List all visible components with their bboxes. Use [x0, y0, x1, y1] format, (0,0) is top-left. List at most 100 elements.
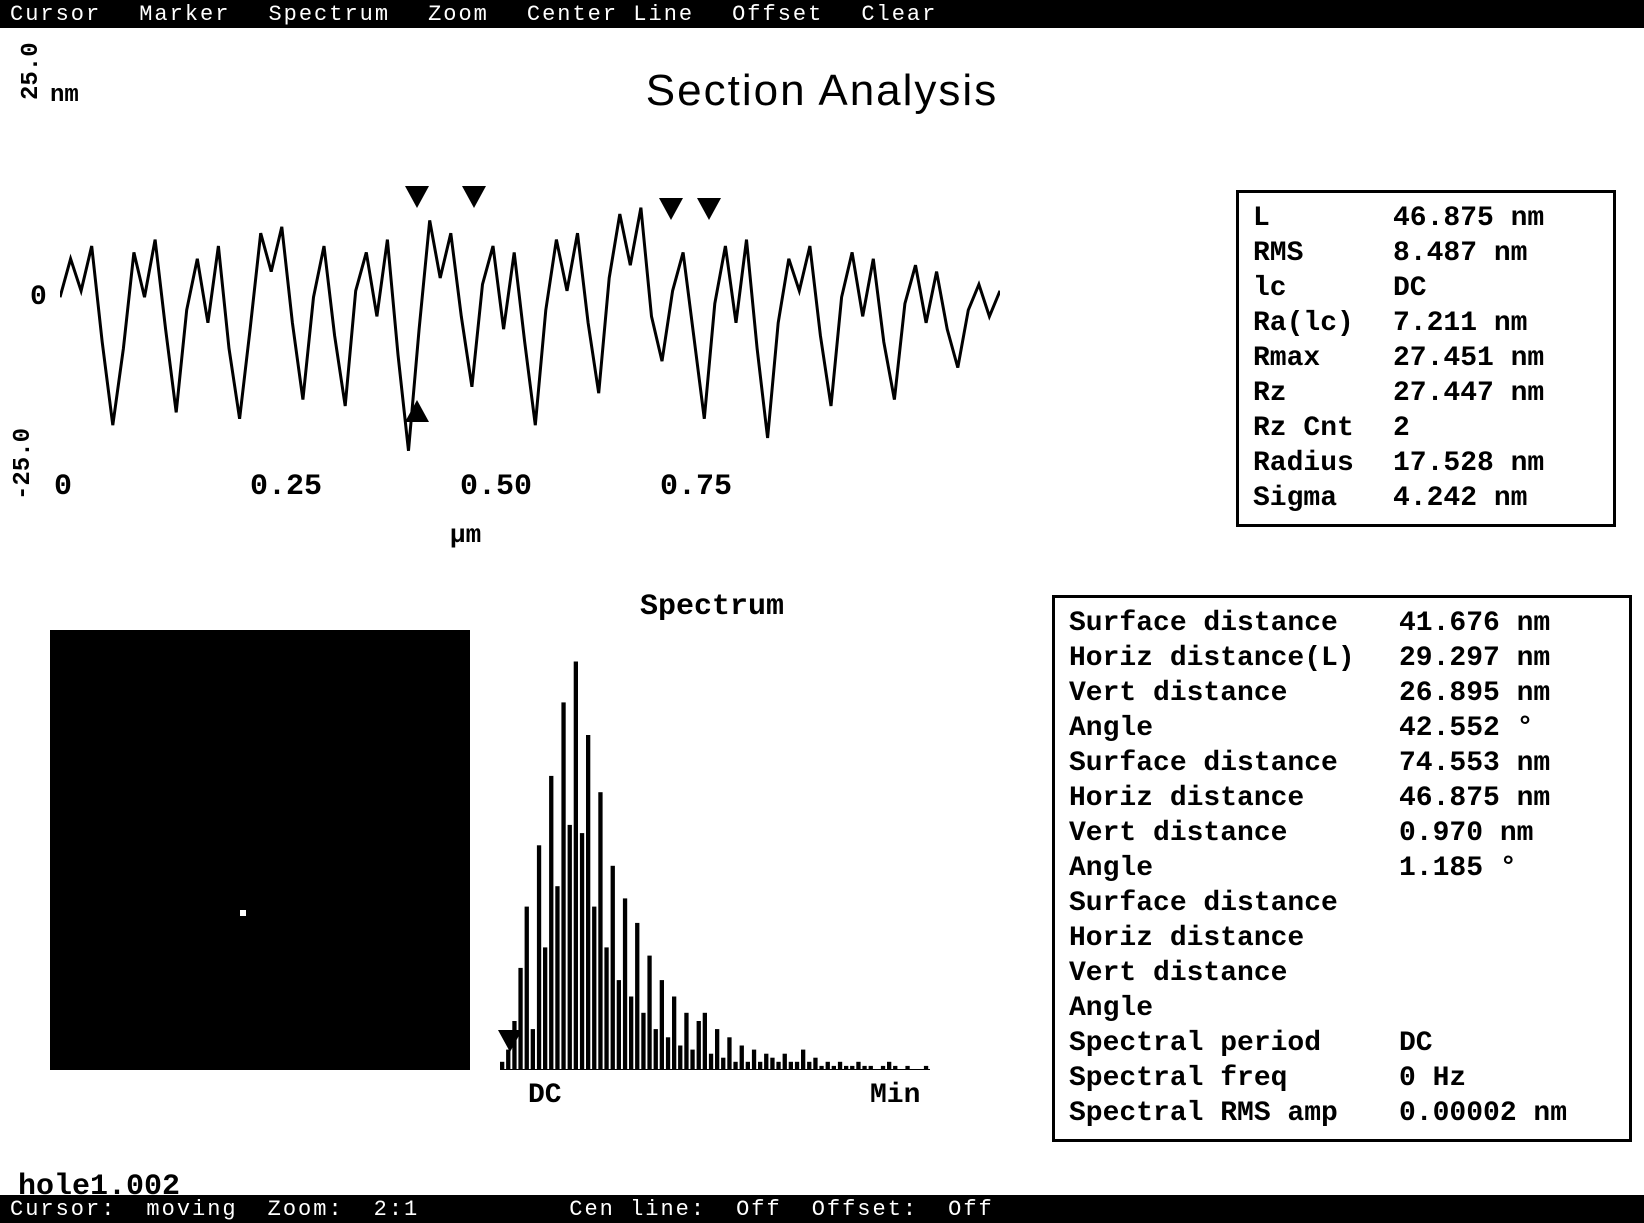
- stat-value: 41.676 nm: [1399, 606, 1550, 641]
- profile-marker-icon[interactable]: [659, 198, 683, 220]
- menu-spectrum[interactable]: Spectrum: [268, 2, 390, 27]
- stat-label: L: [1253, 201, 1393, 236]
- stat-row: Rz Cnt2: [1253, 411, 1599, 446]
- stat-value: 4.242 nm: [1393, 481, 1527, 516]
- stat-label: Horiz distance: [1069, 921, 1399, 956]
- stat-label: Surface distance: [1069, 606, 1399, 641]
- menu-clear[interactable]: Clear: [861, 2, 937, 27]
- stat-label: Rz Cnt: [1253, 411, 1393, 446]
- xtick-0: 0: [54, 470, 72, 504]
- profile-x-unit: µm: [450, 520, 481, 550]
- stat-row: Angle42.552 °: [1069, 711, 1615, 746]
- stat-label: Horiz distance: [1069, 781, 1399, 816]
- stat-label: Spectral period: [1069, 1026, 1399, 1061]
- menu-marker[interactable]: Marker: [139, 2, 230, 27]
- stat-row: Spectral freq0 Hz: [1069, 1061, 1615, 1096]
- status-zoom-label: Zoom:: [268, 1197, 344, 1222]
- profile-chart[interactable]: [60, 150, 1000, 470]
- stat-label: Horiz distance(L): [1069, 641, 1399, 676]
- profile-svg: [60, 150, 1000, 470]
- spectrum-chart[interactable]: [500, 640, 930, 1070]
- roughness-stats-box: L46.875 nmRMS8.487 nmlcDCRa(lc)7.211 nmR…: [1236, 190, 1616, 527]
- profile-x-ticks: 0 0.25 0.50 0.75: [60, 470, 1000, 510]
- stat-row: Angle: [1069, 991, 1615, 1026]
- profile-y-zero: 0: [30, 282, 47, 313]
- profile-marker-icon[interactable]: [405, 400, 429, 422]
- spectrum-x-min: Min: [870, 1080, 920, 1111]
- stat-row: Vert distance0.970 nm: [1069, 816, 1615, 851]
- stat-label: Sigma: [1253, 481, 1393, 516]
- stat-value: DC: [1393, 271, 1427, 306]
- stat-label: Angle: [1069, 991, 1399, 1026]
- stat-label: Ra(lc): [1253, 306, 1393, 341]
- scan-image[interactable]: [50, 630, 470, 1070]
- stat-row: Horiz distance(L)29.297 nm: [1069, 641, 1615, 676]
- stat-label: Vert distance: [1069, 816, 1399, 851]
- stat-label: Spectral RMS amp: [1069, 1096, 1399, 1131]
- statusbar: Cursor: moving Zoom: 2:1 Cen line: Off O…: [0, 1195, 1644, 1223]
- xtick-3: 0.75: [660, 470, 732, 504]
- stat-row: Horiz distance46.875 nm: [1069, 781, 1615, 816]
- stat-value: 7.211 nm: [1393, 306, 1527, 341]
- stat-value: 0.970 nm: [1399, 816, 1533, 851]
- stat-value: 27.451 nm: [1393, 341, 1544, 376]
- stat-value: 2: [1393, 411, 1410, 446]
- stat-row: Radius17.528 nm: [1253, 446, 1599, 481]
- stat-row: Spectral periodDC: [1069, 1026, 1615, 1061]
- stat-value: 27.447 nm: [1393, 376, 1544, 411]
- stat-row: Rz27.447 nm: [1253, 376, 1599, 411]
- stat-row: Angle1.185 °: [1069, 851, 1615, 886]
- stat-row: Surface distance: [1069, 886, 1615, 921]
- status-zoom-value: 2:1: [374, 1197, 420, 1222]
- stat-row: Surface distance74.553 nm: [1069, 746, 1615, 781]
- stat-label: Angle: [1069, 711, 1399, 746]
- stat-row: Vert distance26.895 nm: [1069, 676, 1615, 711]
- stat-label: Vert distance: [1069, 956, 1399, 991]
- xtick-2: 0.50: [460, 470, 532, 504]
- stat-row: Vert distance: [1069, 956, 1615, 991]
- spectrum-x-dc: DC: [528, 1080, 562, 1111]
- stat-value: 29.297 nm: [1399, 641, 1550, 676]
- stat-label: lc: [1253, 271, 1393, 306]
- profile-marker-icon[interactable]: [405, 186, 429, 208]
- menu-center-line[interactable]: Center Line: [527, 2, 694, 27]
- profile-marker-icon[interactable]: [462, 186, 486, 208]
- status-cenline-value: Off: [736, 1197, 782, 1222]
- stat-label: RMS: [1253, 236, 1393, 271]
- stat-value: 17.528 nm: [1393, 446, 1544, 481]
- stat-label: Spectral freq: [1069, 1061, 1399, 1096]
- page-title: Section Analysis: [0, 66, 1644, 116]
- menu-cursor[interactable]: Cursor: [10, 2, 101, 27]
- image-speck: [240, 910, 246, 916]
- main-area: Section Analysis nm 25.0 0 -25.0 0 0.25 …: [0, 30, 1644, 1193]
- stat-label: Rmax: [1253, 341, 1393, 376]
- profile-y-min: -25.0: [10, 428, 37, 500]
- stat-value: 0 Hz: [1399, 1061, 1466, 1096]
- menu-zoom[interactable]: Zoom: [428, 2, 489, 27]
- stat-value: 8.487 nm: [1393, 236, 1527, 271]
- spectrum-svg: [500, 640, 930, 1070]
- status-offset-value: Off: [948, 1197, 994, 1222]
- stat-row: lcDC: [1253, 271, 1599, 306]
- status-cenline-label: Cen line:: [569, 1197, 706, 1222]
- menu-offset[interactable]: Offset: [732, 2, 823, 27]
- stat-label: Rz: [1253, 376, 1393, 411]
- stat-row: L46.875 nm: [1253, 201, 1599, 236]
- stat-label: Angle: [1069, 851, 1399, 886]
- status-cursor-label: Cursor:: [10, 1197, 116, 1222]
- profile-y-unit: nm: [50, 82, 79, 109]
- spectrum-title: Spectrum: [640, 590, 784, 624]
- stat-row: RMS8.487 nm: [1253, 236, 1599, 271]
- xtick-1: 0.25: [250, 470, 322, 504]
- status-cursor-value: moving: [146, 1197, 237, 1222]
- stat-value: 42.552 °: [1399, 711, 1533, 746]
- stat-value: 1.185 °: [1399, 851, 1517, 886]
- status-offset-label: Offset:: [812, 1197, 918, 1222]
- profile-marker-icon[interactable]: [697, 198, 721, 220]
- stat-label: Surface distance: [1069, 886, 1399, 921]
- stat-value: 0.00002 nm: [1399, 1096, 1567, 1131]
- stat-row: Spectral RMS amp0.00002 nm: [1069, 1096, 1615, 1131]
- profile-y-max: 25.0: [18, 42, 45, 100]
- stat-row: Ra(lc)7.211 nm: [1253, 306, 1599, 341]
- stat-row: Rmax27.451 nm: [1253, 341, 1599, 376]
